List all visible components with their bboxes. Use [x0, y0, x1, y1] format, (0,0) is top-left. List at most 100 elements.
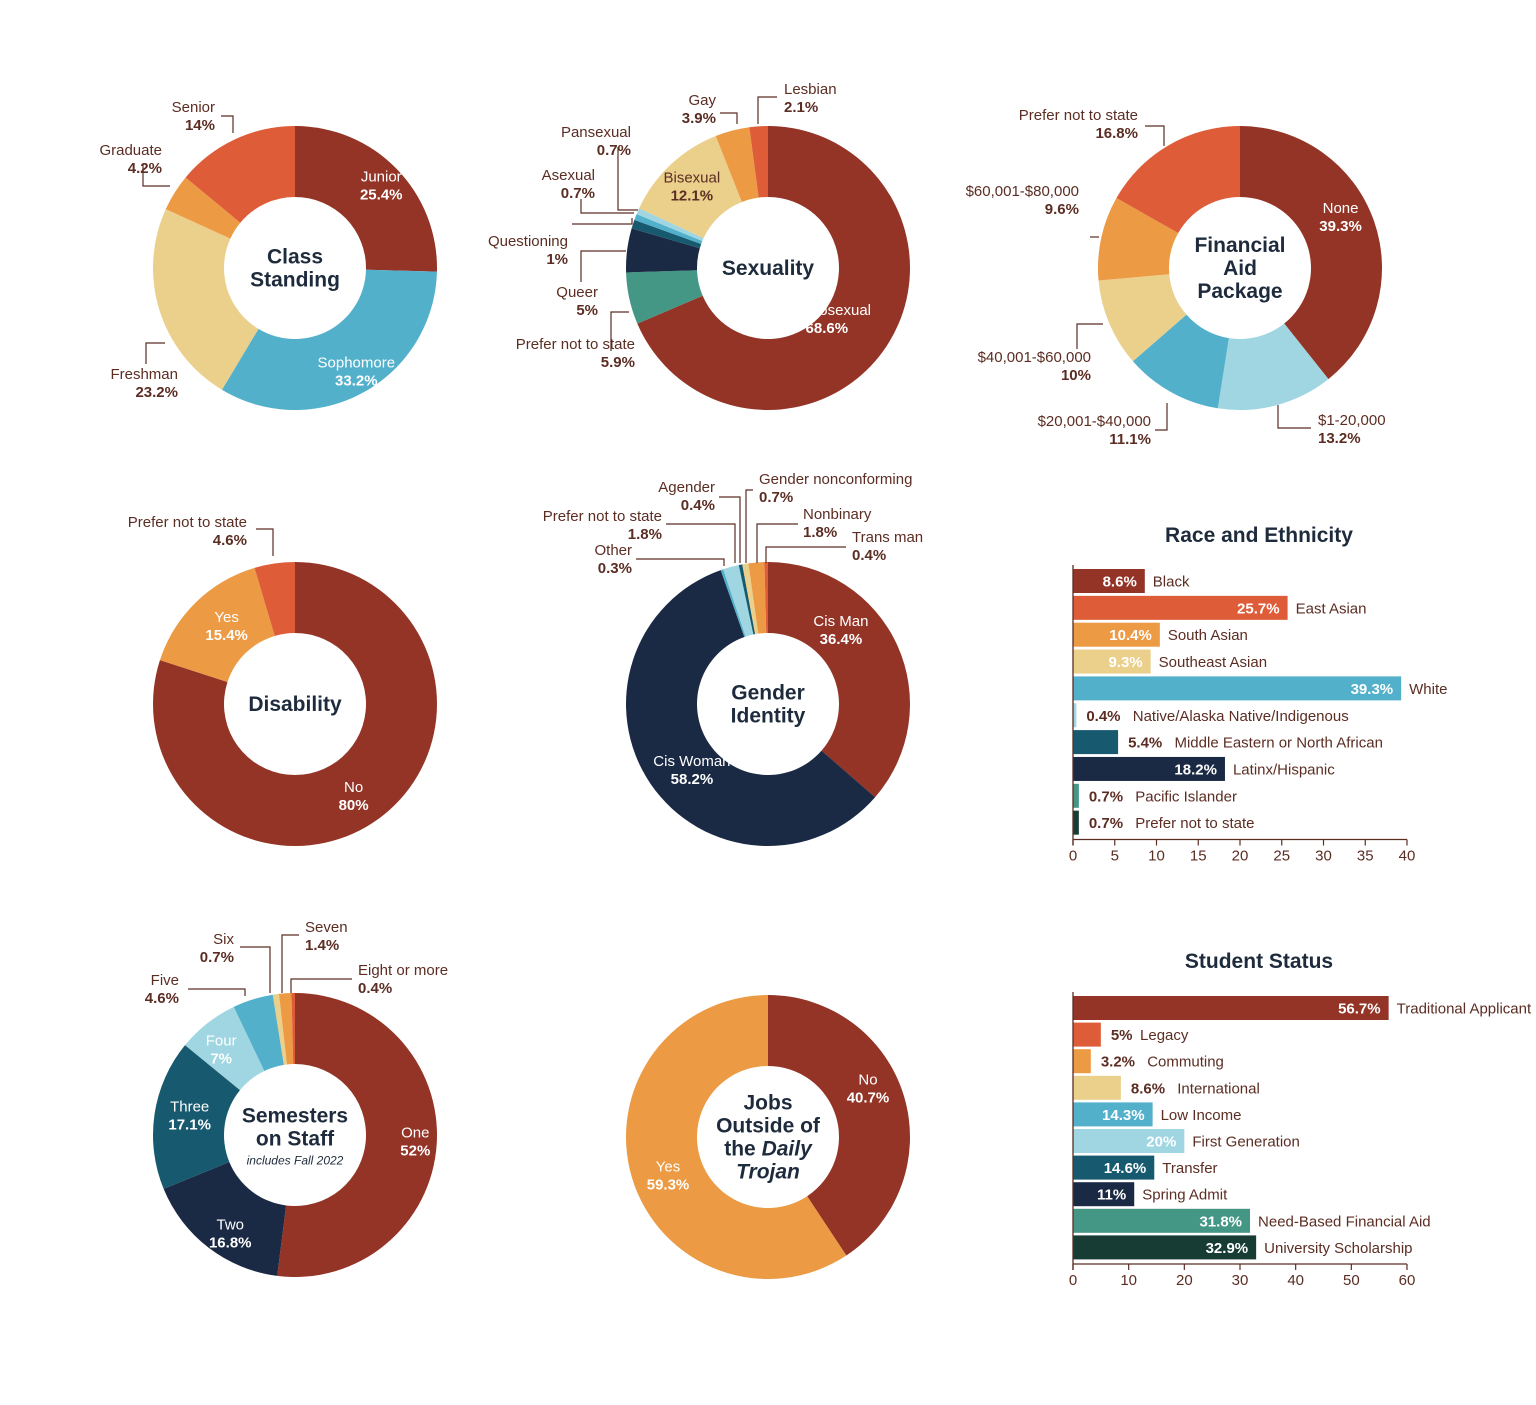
- semesters-title-line: Semesters: [242, 1105, 348, 1128]
- class_standing-title-line: Standing: [250, 269, 340, 292]
- sexuality-label-asexual: Asexual: [542, 167, 595, 184]
- student_status-value-traditional-applicant: 56.7%: [1338, 1001, 1381, 1018]
- race-tick-label: 5: [1111, 848, 1119, 865]
- student_status-value-legacy: 5%: [1111, 1027, 1133, 1044]
- semesters-leader-seven: [281, 934, 299, 993]
- race-label-white: White: [1409, 681, 1447, 698]
- student_status-label-university-scholarship: University Scholarship: [1264, 1240, 1412, 1257]
- financial_aid-leader-40-001-60-000: [1076, 323, 1103, 349]
- jobs-label-yes: Yes: [656, 1159, 680, 1176]
- race-tick-label: 40: [1399, 848, 1416, 865]
- class_standing-value-junior: 25.4%: [360, 187, 403, 204]
- financial_aid-slice-20-001-40-000: [1132, 314, 1229, 409]
- semesters-leader-eight-or-more: [290, 978, 352, 993]
- financial_aid-label-1-20-000: $1-20,000: [1318, 412, 1386, 429]
- semesters-slice-four: [185, 1006, 265, 1091]
- student_status-bar-international: [1073, 1075, 1121, 1100]
- financial_aid-label-40-001-60-000: $40,001-$60,000: [978, 349, 1091, 366]
- financial_aid-label-none: None: [1323, 200, 1359, 217]
- semesters-value-seven: 1.4%: [305, 937, 339, 954]
- financial_aid-slice-1-20-000: [1217, 323, 1329, 410]
- gender_identity-slice-prefer-not-to-state: [723, 565, 754, 637]
- gender_identity-label-gender-nonconforming: Gender nonconforming: [759, 471, 912, 488]
- student_status-label-legacy: Legacy: [1140, 1027, 1189, 1044]
- class_standing-title-line: Class: [267, 246, 323, 269]
- race-value-east-asian: 25.7%: [1237, 600, 1280, 617]
- class_standing-slice-sophomore: [221, 269, 437, 411]
- semesters-title-line: on Staff: [256, 1128, 335, 1151]
- class_standing-label-senior: Senior: [172, 99, 215, 116]
- race-bar-native-alaska-native-indigenous: [1073, 703, 1077, 728]
- race-bar-east-asian: [1073, 595, 1288, 620]
- race-value-south-asian: 10.4%: [1109, 627, 1152, 644]
- student_status-value-international: 8.6%: [1131, 1080, 1165, 1097]
- student_status-value-first-generation: 20%: [1146, 1134, 1176, 1151]
- race-bar-south-asian: [1073, 622, 1160, 647]
- semesters-slice-three: [153, 1045, 241, 1189]
- student_status-value-spring-admit: 11%: [1097, 1187, 1126, 1204]
- sexuality-value-heterosexual: 68.6%: [806, 320, 849, 337]
- semesters-leader-six: [240, 946, 271, 993]
- race-bar-southeast-asian: [1073, 649, 1151, 674]
- semesters-value-eight-or-more: 0.4%: [358, 980, 392, 997]
- class_standing-leader-graduate: [142, 164, 170, 187]
- financial_aid-title-line: Aid: [1223, 257, 1257, 280]
- gender_identity-slice-gender-nonconforming: [742, 563, 759, 635]
- financial_aid-label-20-001-40-000: $20,001-$40,000: [1038, 413, 1151, 430]
- financial_aid-slice-40-001-60-000: [1098, 274, 1187, 362]
- race-bar-prefer-not-to-state: [1073, 810, 1079, 835]
- race-value-black: 8.6%: [1103, 574, 1137, 591]
- student_status-label-low-income: Low Income: [1161, 1107, 1242, 1124]
- financial_aid-title-line: Package: [1197, 280, 1282, 303]
- sexuality-value-bisexual: 12.1%: [671, 188, 714, 205]
- class_standing-label-graduate: Graduate: [99, 142, 162, 159]
- financial_aid-leader-20-001-40-000: [1155, 403, 1168, 431]
- race-tick-label: 25: [1273, 848, 1290, 865]
- student_status-label-need-based-financial-aid: Need-Based Financial Aid: [1258, 1213, 1431, 1230]
- student_status-bar-transfer: [1073, 1155, 1155, 1180]
- race-tick-label: 30: [1315, 848, 1332, 865]
- gender_identity-slice-nonbinary: [748, 562, 767, 634]
- jobs-title-line: Jobs: [743, 1092, 792, 1115]
- race-label-south-asian: South Asian: [1168, 627, 1248, 644]
- disability-slice-yes: [159, 567, 275, 683]
- jobs-title-line: Trojan: [736, 1161, 800, 1184]
- race-bar-middle-eastern-or-north-african: [1073, 730, 1119, 755]
- disability-label-no: No: [344, 779, 363, 796]
- gender_identity-value-trans-man: 0.4%: [852, 547, 886, 564]
- jobs-value-yes: 59.3%: [647, 1177, 690, 1194]
- class_standing-slice-junior: [295, 126, 438, 272]
- semesters-slice-eight-or-more: [291, 993, 295, 1065]
- financial_aid-value-60-001-80-000: 9.6%: [1045, 201, 1079, 218]
- semesters-slice-five: [233, 994, 284, 1071]
- sexuality-leader-pansexual: [617, 147, 638, 211]
- class_standing-label-junior: Junior: [361, 169, 402, 186]
- student_status-bar-traditional-applicant: [1073, 996, 1389, 1020]
- semesters-value-five: 4.6%: [145, 990, 179, 1007]
- sexuality-label-lesbian: Lesbian: [784, 81, 837, 98]
- semesters-label-seven: Seven: [305, 919, 348, 936]
- student_status-bar-low-income: [1073, 1102, 1153, 1127]
- financial_aid-slice-none: [1240, 126, 1382, 380]
- financial_aid-slice-60-001-80-000: [1098, 198, 1179, 281]
- student_status-tick-label: 40: [1287, 1272, 1304, 1289]
- race-value-latinx-hispanic: 18.2%: [1174, 761, 1217, 778]
- gender_identity-label-cis-man: Cis Man: [813, 613, 868, 630]
- student_status-label-spring-admit: Spring Admit: [1142, 1187, 1228, 1204]
- financial_aid-value-40-001-60-000: 10%: [1061, 367, 1091, 384]
- gender_identity-leader-trans-man: [765, 546, 846, 563]
- sexuality-slice-questioning: [631, 219, 702, 249]
- student_status-bar-spring-admit: [1073, 1182, 1135, 1207]
- student_status-tick-label: 50: [1343, 1272, 1360, 1289]
- disability-label-yes: Yes: [214, 609, 238, 626]
- semesters-slice-one: [277, 993, 438, 1277]
- financial_aid-leader-1-20-000: [1277, 405, 1311, 429]
- sexuality-title-line: Sexuality: [722, 257, 815, 280]
- race-value-middle-eastern-or-north-african: 5.4%: [1128, 735, 1162, 752]
- race-label-prefer-not-to-state: Prefer not to state: [1135, 815, 1254, 832]
- sexuality-label-pansexual: Pansexual: [561, 124, 631, 141]
- gender_identity-title-line: Gender: [731, 682, 805, 705]
- student_status-bar-legacy: [1073, 1022, 1101, 1047]
